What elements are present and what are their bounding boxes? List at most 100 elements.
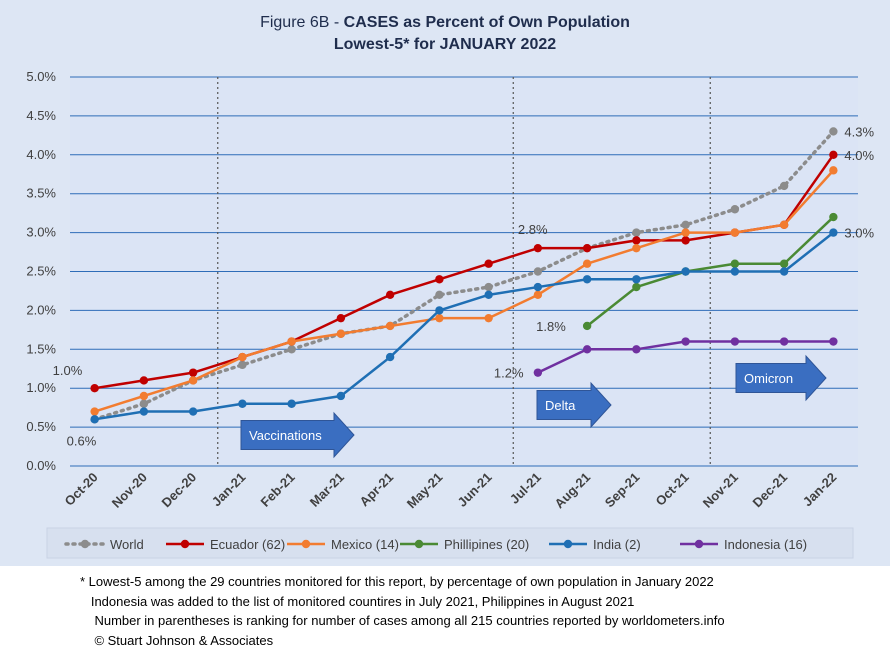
y-tick-label: 2.5% bbox=[26, 264, 56, 279]
data-point bbox=[484, 282, 493, 292]
data-point bbox=[238, 399, 247, 408]
chart-subtitle: Lowest-5* for JANUARY 2022 bbox=[333, 36, 557, 53]
x-tick-label: Feb-21 bbox=[258, 470, 298, 510]
data-point bbox=[829, 212, 838, 222]
legend-item: India (2) bbox=[593, 537, 641, 552]
data-point bbox=[287, 399, 296, 408]
legend-item: Phillipines (20) bbox=[444, 537, 529, 552]
data-point bbox=[90, 407, 99, 416]
footnotes: * Lowest-5 among the 29 countries monito… bbox=[80, 572, 725, 650]
series-line bbox=[94, 231, 835, 421]
x-tick-label: Dec-21 bbox=[749, 470, 790, 511]
data-point bbox=[188, 368, 198, 377]
x-tick-label: Oct-21 bbox=[653, 470, 692, 509]
data-point bbox=[779, 220, 789, 230]
legend-marker bbox=[414, 539, 424, 549]
data-point bbox=[829, 337, 838, 346]
x-tick-label: Dec-20 bbox=[158, 470, 199, 511]
x-tick-label: Oct-20 bbox=[62, 470, 101, 509]
x-tick-label: Jul-21 bbox=[507, 470, 544, 507]
data-point bbox=[681, 267, 690, 276]
data-point bbox=[533, 290, 543, 300]
data-point bbox=[238, 360, 247, 370]
data-label: 1.0% bbox=[53, 363, 83, 378]
data-point bbox=[730, 205, 740, 214]
data-point bbox=[90, 384, 99, 393]
data-point bbox=[582, 275, 592, 284]
data-point bbox=[582, 321, 592, 331]
y-tick-label: 0.0% bbox=[26, 458, 56, 473]
x-tick-label: Jun-21 bbox=[455, 470, 495, 510]
x-tick-label: Jan-21 bbox=[209, 470, 249, 510]
data-point bbox=[829, 166, 838, 175]
y-tick-label: 1.5% bbox=[26, 341, 56, 356]
data-point bbox=[779, 267, 789, 276]
data-point bbox=[533, 368, 543, 377]
data-label: 1.2% bbox=[494, 366, 524, 381]
x-tick-label: Nov-20 bbox=[109, 470, 150, 511]
series-line bbox=[94, 154, 835, 390]
x-tick-label: Mar-21 bbox=[307, 470, 347, 510]
data-point bbox=[632, 243, 641, 253]
legend-item: Indonesia (16) bbox=[724, 537, 807, 552]
data-point bbox=[484, 313, 493, 323]
event-arrow bbox=[240, 411, 355, 459]
data-label: 4.3% bbox=[844, 124, 874, 139]
data-point bbox=[829, 150, 838, 159]
series-line bbox=[94, 169, 835, 413]
data-point bbox=[385, 321, 395, 331]
data-point bbox=[632, 275, 641, 284]
y-tick-label: 3.5% bbox=[26, 186, 56, 201]
y-tick-label: 4.5% bbox=[26, 108, 56, 123]
series-line bbox=[92, 129, 836, 422]
event-arrow bbox=[536, 381, 612, 429]
data-point bbox=[730, 228, 740, 237]
data-point bbox=[484, 259, 493, 268]
legend-marker bbox=[180, 539, 190, 549]
data-point bbox=[582, 243, 592, 253]
data-point bbox=[139, 376, 149, 385]
data-point bbox=[730, 337, 740, 346]
event-label: Omicron bbox=[744, 371, 793, 386]
data-point bbox=[779, 337, 789, 346]
x-tick-label: Sep-21 bbox=[602, 470, 643, 511]
y-tick-label: 1.0% bbox=[26, 380, 56, 395]
data-point bbox=[681, 236, 690, 245]
x-tick-label: Apr-21 bbox=[357, 470, 397, 510]
data-point bbox=[287, 345, 296, 354]
x-tick-label: May-21 bbox=[404, 470, 446, 512]
legend-marker bbox=[301, 539, 311, 549]
legend-item: World bbox=[110, 537, 144, 552]
data-point bbox=[681, 228, 690, 237]
data-point bbox=[533, 267, 543, 276]
footnote-line: Number in parentheses is ranking for num… bbox=[80, 613, 725, 628]
data-point bbox=[779, 259, 789, 268]
event-label: Delta bbox=[545, 398, 576, 413]
series-line bbox=[586, 216, 835, 327]
data-point bbox=[238, 352, 247, 362]
data-point bbox=[435, 306, 444, 315]
y-tick-label: 4.0% bbox=[26, 147, 56, 162]
data-point bbox=[188, 407, 198, 416]
data-point bbox=[730, 267, 740, 276]
data-point bbox=[287, 337, 296, 346]
data-point bbox=[632, 236, 641, 245]
data-label: 0.6% bbox=[67, 433, 97, 448]
data-point bbox=[139, 399, 149, 408]
data-point bbox=[188, 376, 198, 385]
data-point bbox=[582, 259, 592, 268]
data-point bbox=[681, 220, 690, 230]
data-point bbox=[336, 313, 346, 323]
chart-title-prefix: Figure 6B - bbox=[260, 14, 344, 31]
x-tick-label: Aug-21 bbox=[551, 470, 593, 512]
y-tick-label: 5.0% bbox=[26, 69, 56, 84]
event-arrow bbox=[735, 354, 827, 402]
data-label: 4.0% bbox=[844, 148, 874, 163]
data-point bbox=[90, 415, 99, 424]
data-point bbox=[533, 243, 543, 253]
data-point bbox=[779, 181, 789, 191]
chart-title: Figure 6B - CASES as Percent of Own Popu… bbox=[0, 14, 890, 32]
data-point bbox=[435, 275, 444, 284]
data-point bbox=[632, 345, 641, 354]
data-point bbox=[829, 228, 838, 237]
